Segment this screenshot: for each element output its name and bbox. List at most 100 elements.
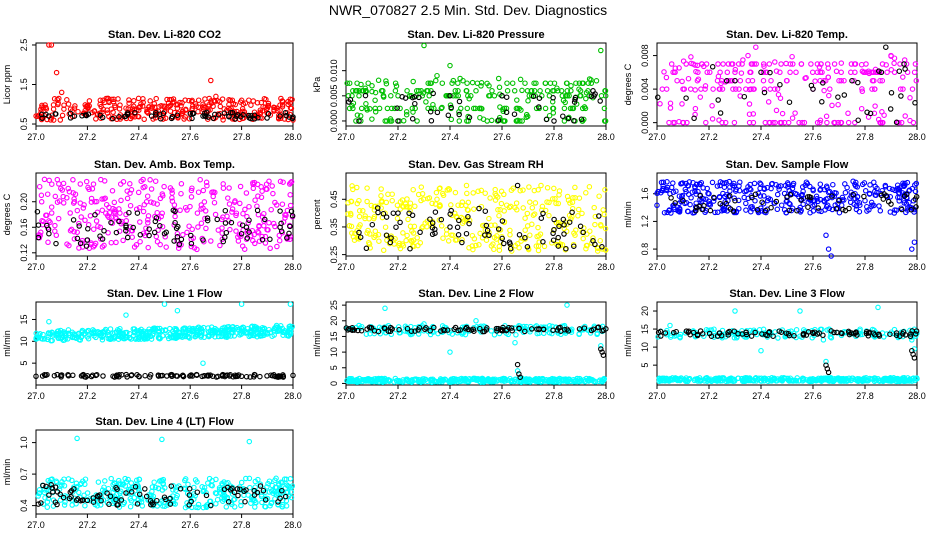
data-point: [820, 337, 827, 343]
data-point: [99, 207, 106, 214]
data-point: [655, 94, 661, 101]
data-point: [592, 213, 599, 220]
data-point: [707, 69, 713, 76]
x-tick-label: 27.8: [233, 520, 251, 530]
data-point: [52, 228, 58, 234]
data-point: [214, 216, 220, 223]
data-point: [473, 377, 479, 383]
data-point: [748, 86, 754, 92]
data-point: [495, 117, 502, 123]
data-point: [831, 190, 838, 196]
x-tick-label: 27.2: [700, 132, 718, 142]
data-point: [262, 216, 268, 223]
data-point: [61, 476, 67, 482]
data-point: [835, 94, 841, 100]
data-point: [886, 185, 893, 192]
plot-frame: [345, 301, 607, 386]
data-point: [372, 97, 378, 104]
data-point: [447, 93, 453, 99]
data-point: [555, 88, 561, 94]
data-point: [769, 180, 776, 187]
data-point: [150, 493, 157, 500]
data-point: [765, 99, 772, 105]
data-point: [113, 229, 120, 236]
data-point: [101, 228, 107, 234]
data-point: [279, 102, 286, 108]
data-point: [205, 480, 211, 486]
data-point: [195, 189, 202, 195]
data-point: [519, 118, 525, 124]
data-point: [478, 83, 484, 89]
data-point: [99, 244, 106, 250]
data-point: [810, 187, 816, 194]
data-point: [663, 74, 670, 81]
data-point: [875, 376, 881, 382]
data-point: [153, 109, 159, 116]
data-point: [592, 221, 598, 228]
data-point: [392, 375, 399, 382]
data-point: [847, 195, 853, 201]
data-point: [40, 218, 47, 225]
data-point: [86, 98, 93, 104]
data-point: [861, 193, 867, 200]
data-point: [228, 219, 235, 226]
data-point: [471, 206, 477, 212]
data-point: [384, 105, 391, 112]
data-point: [725, 77, 732, 84]
data-point: [850, 192, 857, 198]
data-point: [246, 438, 253, 445]
data-point: [35, 493, 42, 499]
data-point: [456, 111, 462, 118]
data-point: [155, 373, 162, 379]
data-point: [33, 373, 39, 380]
data-point: [525, 98, 531, 104]
data-point: [146, 226, 152, 232]
data-point: [85, 226, 91, 232]
data-point: [887, 209, 894, 215]
data-point: [400, 118, 407, 124]
data-point: [877, 208, 884, 214]
data-point: [111, 96, 117, 103]
data-point: [694, 331, 701, 338]
data-point: [276, 232, 283, 239]
data-point: [365, 227, 371, 234]
data-point: [500, 108, 506, 115]
data-point: [136, 373, 142, 380]
data-point: [366, 239, 372, 246]
data-point: [459, 237, 465, 243]
data-point: [785, 377, 792, 383]
data-point: [546, 112, 553, 119]
data-point: [719, 335, 725, 341]
data-point: [880, 196, 887, 202]
data-point: [679, 101, 685, 107]
data-point: [563, 228, 570, 235]
data-point: [599, 349, 605, 355]
data-point: [570, 105, 577, 112]
data-point: [52, 484, 59, 490]
data-point: [364, 198, 370, 205]
data-point: [533, 80, 539, 86]
data-point: [534, 326, 540, 332]
data-point: [460, 77, 466, 84]
data-point: [194, 489, 201, 495]
data-point: [262, 503, 268, 510]
data-point: [108, 475, 114, 482]
data-point: [356, 224, 362, 230]
data-point: [278, 479, 284, 486]
data-point: [560, 113, 566, 119]
data-point: [428, 118, 435, 124]
data-point: [710, 86, 716, 92]
data-point: [748, 333, 755, 339]
data-point: [680, 58, 687, 64]
chart-title: Stan. Dev. Line 1 Flow: [107, 288, 223, 300]
data-point: [348, 223, 355, 230]
data-point: [180, 108, 186, 115]
data-point: [455, 327, 461, 334]
data-point: [287, 223, 293, 230]
data-point: [694, 77, 701, 84]
data-point: [434, 109, 441, 116]
data-point: [838, 119, 844, 126]
data-point: [761, 193, 767, 199]
data-point: [425, 80, 431, 86]
